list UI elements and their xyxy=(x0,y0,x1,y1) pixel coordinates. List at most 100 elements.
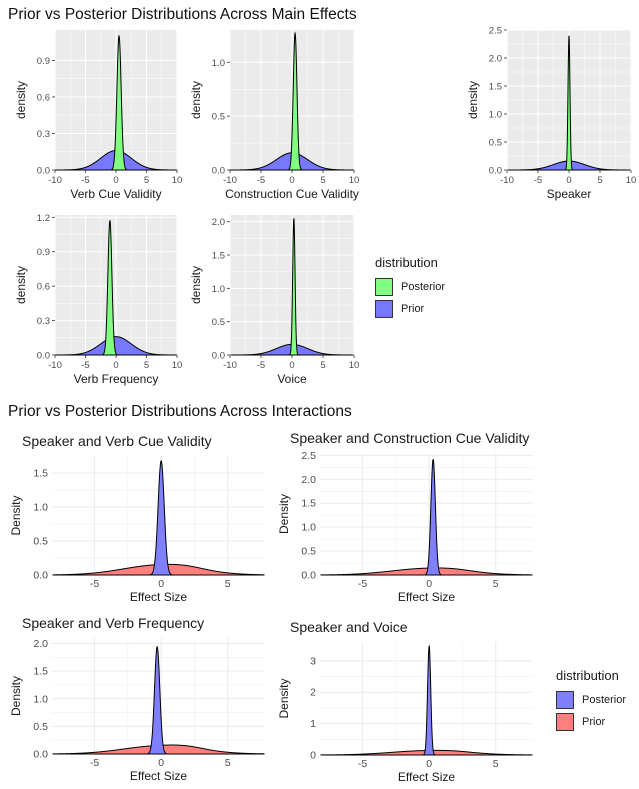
y-tick-label: 0.5 xyxy=(301,546,316,558)
x-axis-label: Effect Size xyxy=(398,770,455,784)
x-tick-label: 0 xyxy=(158,757,164,769)
legend-entry-prior: Prior xyxy=(556,711,626,733)
x-tick-label: 10 xyxy=(626,175,637,186)
x-tick-label: 0 xyxy=(426,578,432,590)
y-tick-label: 0.5 xyxy=(489,138,502,149)
x-tick-label: 10 xyxy=(349,175,360,186)
x-tick-label: 10 xyxy=(349,360,360,371)
legend-entry-posterior: Posterior xyxy=(375,276,445,298)
x-axis-label: Effect Size xyxy=(130,590,187,604)
x-tick-label: -5 xyxy=(90,757,99,769)
y-tick-label: 1.5 xyxy=(489,82,502,93)
chart-panel-7: -5 0 5 0.0 0.5 1.0 1.5 2.0 2.5 Effect Size Density… xyxy=(277,430,533,604)
x-tick-label: -5 xyxy=(81,175,89,186)
x-tick-label: 0 xyxy=(289,360,294,371)
x-axis-label: Effect Size xyxy=(130,769,187,783)
density-area-prior xyxy=(55,336,177,356)
y-tick-label: 1.2 xyxy=(37,213,50,224)
y-tick-label: 1.0 xyxy=(212,284,225,295)
x-tick-label: 5 xyxy=(320,175,325,186)
y-tick-label: 2.0 xyxy=(301,474,316,486)
x-tick-label: 5 xyxy=(225,578,231,590)
density-area-posterior xyxy=(230,31,354,171)
x-tick-label: 5 xyxy=(144,360,149,371)
chart-title: Speaker and Voice xyxy=(290,619,408,635)
density-area-prior xyxy=(320,567,533,576)
legend-entry-prior: Prior xyxy=(375,298,445,320)
legend-label-posterior: Posterior xyxy=(401,281,446,293)
y-tick-label: 0.0 xyxy=(33,749,48,761)
density-area-posterior xyxy=(230,218,354,356)
y-tick-label: 1.0 xyxy=(33,693,48,705)
y-tick-label: 0.0 xyxy=(37,351,50,362)
chart-title: Speaker and Verb Frequency xyxy=(22,615,204,631)
x-tick-label: 5 xyxy=(320,360,325,371)
density-area-posterior xyxy=(53,645,264,755)
x-tick-label: 0 xyxy=(113,175,118,186)
y-tick-label: 2.5 xyxy=(489,26,502,37)
legend-label-prior: Prior xyxy=(582,716,606,728)
legend-title: distribution xyxy=(556,668,619,683)
chart-title: Speaker and Construction Cue Validity xyxy=(290,430,529,446)
y-tick-label: 2.0 xyxy=(489,54,502,65)
y-tick-label: 2.5 xyxy=(301,450,316,462)
x-tick-label: -5 xyxy=(534,175,542,186)
y-tick-label: 0.5 xyxy=(212,112,225,123)
x-tick-label: -5 xyxy=(358,578,367,590)
y-tick-label: 0.6 xyxy=(37,282,50,293)
y-tick-label: 1 xyxy=(310,718,316,730)
y-tick-label: 0.5 xyxy=(212,317,225,328)
section-title-main-effects: Prior vs Posterior Distributions Across … xyxy=(8,6,357,23)
y-axis-label: density xyxy=(466,81,480,119)
y-tick-label: 0.3 xyxy=(37,129,50,140)
chart-panel-1: -10 -5 0 5 10 0.0 0.3 0.6 0.9 Verb Cue Validity de… xyxy=(14,30,182,201)
x-tick-label: -10 xyxy=(500,175,514,186)
y-tick-label: 0.5 xyxy=(33,721,48,733)
legend-entry-posterior: Posterior xyxy=(556,689,626,711)
legend-main-effects: distribution Posterior Prior xyxy=(375,255,445,320)
x-tick-label: -5 xyxy=(257,175,265,186)
y-axis-label: density xyxy=(14,81,28,119)
x-axis-label: Effect Size xyxy=(398,590,455,604)
legend-title: distribution xyxy=(375,255,438,270)
y-tick-label: 2 xyxy=(310,687,316,699)
y-tick-label: 0.0 xyxy=(489,166,502,177)
y-tick-label: 1.5 xyxy=(212,251,225,262)
x-tick-label: 10 xyxy=(172,360,183,371)
x-tick-label: -10 xyxy=(48,175,62,186)
x-tick-label: -5 xyxy=(81,360,89,371)
y-tick-label: 0.9 xyxy=(37,247,50,258)
x-tick-label: 5 xyxy=(144,175,149,186)
y-tick-label: 1.0 xyxy=(212,58,225,69)
x-tick-label: 0 xyxy=(113,360,118,371)
chart-panel-3: -10 -5 0 5 10 0.0 0.5 1.0 1.5 2.0 2.5 Speaker densit… xyxy=(466,26,636,202)
y-axis-label: Density xyxy=(277,494,291,534)
legend-swatch-prior xyxy=(375,300,393,318)
x-tick-label: 0 xyxy=(289,175,294,186)
chart-title: Speaker and Verb Cue Validity xyxy=(22,433,212,449)
y-axis-label: Density xyxy=(277,678,291,718)
y-tick-label: 0.3 xyxy=(37,316,50,327)
x-tick-label: -10 xyxy=(223,175,237,186)
y-axis-label: density xyxy=(189,266,203,304)
chart-panel-2: -10 -5 0 5 10 0.0 0.5 1.0 Construction Cue Valid… xyxy=(189,30,359,201)
x-tick-label: -10 xyxy=(48,360,62,371)
x-tick-label: 0 xyxy=(426,758,432,770)
chart-panel-8: -5 0 5 0.0 0.5 1.0 1.5 2.0 Effect Size Density Spe… xyxy=(9,615,265,783)
y-tick-label: 3 xyxy=(310,655,316,667)
y-tick-label: 0.0 xyxy=(301,570,316,582)
density-area-posterior xyxy=(321,645,532,756)
y-axis-label: density xyxy=(14,266,28,304)
legend-swatch-posterior xyxy=(556,691,574,709)
density-area-posterior xyxy=(321,459,532,576)
x-tick-label: -5 xyxy=(257,360,265,371)
x-tick-label: 5 xyxy=(493,758,499,770)
chart-panel-5: -10 -5 0 5 10 0.0 0.5 1.0 1.5 2.0 Voice density xyxy=(189,215,359,386)
x-tick-label: 10 xyxy=(172,175,183,186)
x-tick-label: 5 xyxy=(225,757,231,769)
density-area-posterior xyxy=(507,35,631,171)
x-tick-label: 0 xyxy=(158,578,164,590)
y-tick-label: 1.0 xyxy=(489,110,502,121)
y-axis-label: Density xyxy=(9,495,23,535)
y-tick-label: 0.0 xyxy=(37,166,50,177)
